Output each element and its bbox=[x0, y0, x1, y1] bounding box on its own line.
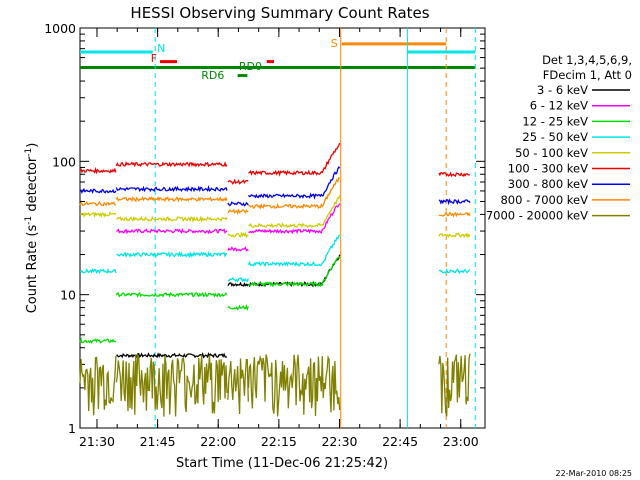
flag-label: F bbox=[151, 52, 157, 65]
y-tick-label: 100 bbox=[52, 154, 76, 169]
legend-label: 50 - 100 keV bbox=[515, 146, 588, 160]
y-axis-label: Count Rate (s-1 detector-1) bbox=[24, 143, 40, 314]
flag-label: S bbox=[331, 37, 338, 50]
x-axis-label: Start Time (11-Dec-06 21:25:42) bbox=[176, 456, 388, 471]
series-line bbox=[79, 234, 471, 283]
series-group bbox=[79, 142, 471, 417]
flag-bars: NF S RD0 RD6 bbox=[80, 28, 476, 428]
x-axis: 21:30 21:45 22:00 22:15 22:30 22:45 23:00 bbox=[79, 28, 479, 449]
x-tick-label: 22:45 bbox=[382, 434, 418, 449]
legend-header-1: Det 1,3,4,5,6,9, bbox=[542, 53, 632, 67]
y-tick-label: 10 bbox=[60, 288, 76, 303]
series-line bbox=[79, 353, 471, 417]
x-tick-label: 22:15 bbox=[261, 434, 297, 449]
x-tick-label: 21:45 bbox=[140, 434, 176, 449]
legend-label: 6 - 12 keV bbox=[530, 99, 588, 113]
series-line bbox=[79, 195, 471, 239]
legend-label: 100 - 300 keV bbox=[508, 162, 588, 176]
chart-title: HESSI Observing Summary Count Rates bbox=[130, 4, 429, 22]
legend-label: 3 - 6 keV bbox=[537, 83, 588, 97]
series-line bbox=[79, 176, 471, 218]
x-tick-label: 21:30 bbox=[79, 434, 115, 449]
series-line bbox=[79, 165, 471, 207]
x-tick-label: 23:00 bbox=[443, 434, 479, 449]
legend-header-2: FDecim 1, Att 0 bbox=[543, 68, 632, 82]
legend-label: 7000 - 20000 keV bbox=[486, 209, 588, 223]
legend-label: 300 - 800 keV bbox=[508, 177, 588, 191]
flag-label: RD6 bbox=[201, 69, 224, 82]
series-line bbox=[116, 203, 341, 252]
footer-date: 22-Mar-2010 08:25 bbox=[556, 469, 633, 478]
y-tick-label: 1000 bbox=[44, 21, 76, 36]
y-axis: 1 10 100 1000 bbox=[44, 21, 485, 436]
x-tick-label: 22:30 bbox=[321, 434, 357, 449]
x-tick-label: 22:00 bbox=[200, 434, 236, 449]
flag-label: N bbox=[157, 42, 165, 55]
legend-label: 12 - 25 keV bbox=[522, 114, 588, 128]
legend: Det 1,3,4,5,6,9, FDecim 1, Att 0 3 - 6 k… bbox=[486, 53, 632, 223]
legend-label: 25 - 50 keV bbox=[522, 130, 588, 144]
flag-label: RD0 bbox=[239, 60, 262, 73]
plot-frame bbox=[79, 27, 486, 429]
series-line bbox=[79, 142, 471, 185]
series-line bbox=[79, 256, 341, 344]
legend-label: 800 - 7000 keV bbox=[500, 193, 588, 207]
y-tick-label: 1 bbox=[68, 421, 76, 436]
